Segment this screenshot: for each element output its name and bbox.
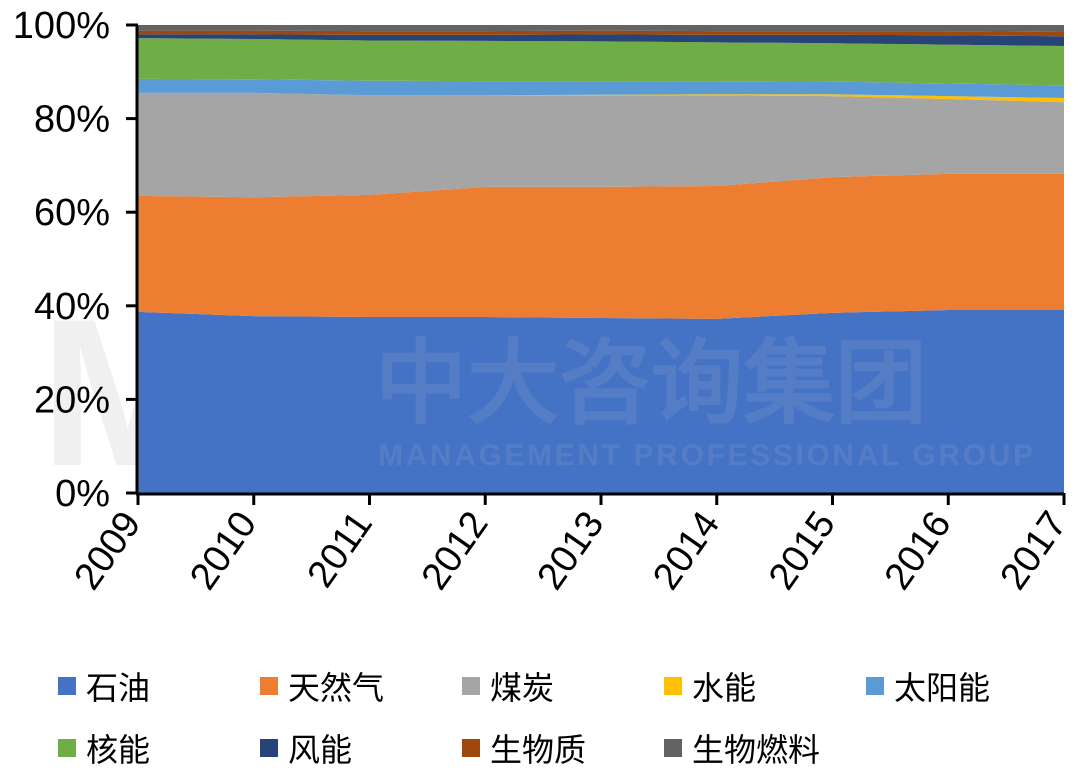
legend-swatch xyxy=(260,677,278,695)
x-tick-label: 2015 xyxy=(761,504,844,597)
watermark-cn-overlay: 中大咨询集团 xyxy=(375,330,927,437)
area-series-0 xyxy=(138,310,1064,493)
legend-item-wind: 风能 xyxy=(260,725,462,771)
x-tick-label: 2010 xyxy=(182,504,265,597)
legend-label: 风能 xyxy=(288,731,353,769)
legend-row-1: 石油 天然气 煤炭 水能 太阳能 xyxy=(58,655,1068,717)
legend-swatch xyxy=(866,677,884,695)
legend-swatch xyxy=(58,739,76,757)
y-tick-label: 60% xyxy=(34,192,110,234)
legend-label: 石油 xyxy=(86,669,151,707)
legend-item-hydro: 水能 xyxy=(664,663,866,709)
y-tick-label: 0% xyxy=(55,473,110,515)
area-series-6 xyxy=(138,34,1064,47)
area-layers xyxy=(138,25,1064,493)
x-tick-label: 2017 xyxy=(992,504,1075,597)
legend-label: 生物燃料 xyxy=(692,731,821,769)
legend-item-coal: 煤炭 xyxy=(462,663,664,709)
legend-item-oil: 石油 xyxy=(58,663,260,709)
y-tick-label: 40% xyxy=(34,286,110,328)
legend-label: 天然气 xyxy=(288,669,385,707)
legend-label: 核能 xyxy=(86,731,151,769)
legend-label: 生物质 xyxy=(490,731,587,769)
legend-swatch xyxy=(462,739,480,757)
y-tick-label: 20% xyxy=(34,379,110,421)
x-tick-label: 2016 xyxy=(877,504,960,597)
legend-item-biofuel: 生物燃料 xyxy=(664,725,866,771)
legend-label: 煤炭 xyxy=(490,669,555,707)
x-tick-label: 2012 xyxy=(414,504,497,597)
area-series-7 xyxy=(138,30,1064,37)
legend-item-solar: 太阳能 xyxy=(866,663,1068,709)
legend-swatch xyxy=(260,739,278,757)
x-tick-label: 2014 xyxy=(645,504,728,597)
legend-swatch xyxy=(58,677,76,695)
x-tick-label: 2013 xyxy=(529,504,612,597)
legend-item-biomass: 生物质 xyxy=(462,725,664,771)
legend-swatch xyxy=(462,677,480,695)
area-series-3 xyxy=(138,92,1064,103)
legend-swatch xyxy=(664,677,682,695)
stacked-area-chart: MP 中大咨询集团 MANAGEMENT PROFESSIONAL GROUP … xyxy=(13,5,1076,597)
area-series-1 xyxy=(138,173,1064,319)
legend-row-2: 核能 风能 生物质 生物燃料 xyxy=(58,717,1068,779)
legend-label: 水能 xyxy=(692,669,757,707)
area-series-4 xyxy=(138,78,1064,99)
legend-swatch xyxy=(664,739,682,757)
legend-item-gas: 天然气 xyxy=(260,663,462,709)
area-series-2 xyxy=(138,92,1064,198)
area-series-5 xyxy=(138,38,1064,86)
y-tick-label: 100% xyxy=(13,5,110,47)
legend: 石油 天然气 煤炭 水能 太阳能 核能 风能 生物质 生物燃料 xyxy=(58,655,1068,779)
area-series-8 xyxy=(138,25,1064,33)
legend-label: 太阳能 xyxy=(894,669,991,707)
legend-item-nuclear: 核能 xyxy=(58,725,260,771)
x-tick-label: 2009 xyxy=(66,504,149,597)
x-tick-label: 2011 xyxy=(300,504,381,595)
y-tick-label: 80% xyxy=(34,99,110,141)
